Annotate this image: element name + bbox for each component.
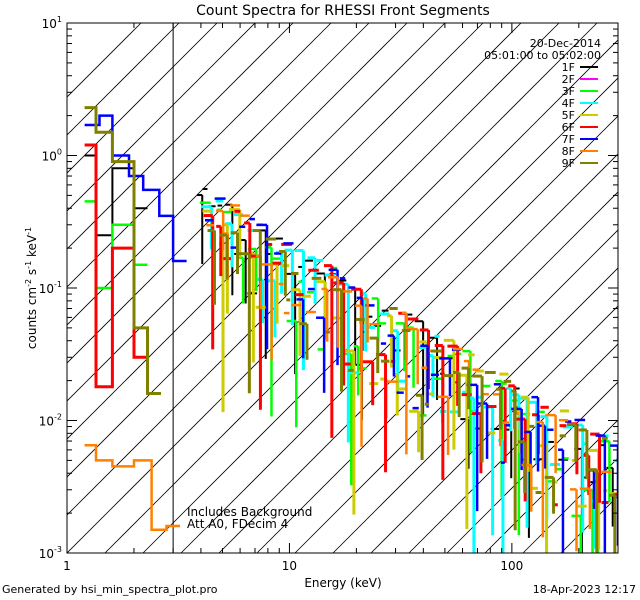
hatch-line bbox=[67, 23, 256, 212]
y-tick-label: 10-1 bbox=[39, 280, 62, 296]
hatch-line bbox=[446, 381, 618, 553]
legend-label: 4F bbox=[562, 97, 575, 110]
date-label: 20-Dec-2014 bbox=[530, 37, 601, 50]
hatch-line bbox=[67, 23, 446, 402]
hatch-line bbox=[67, 23, 484, 440]
legend-label: 8F bbox=[562, 145, 575, 158]
y-tick-label: 101 bbox=[42, 15, 62, 31]
time-range-label: 05:01:00 to 05:02:00 bbox=[484, 49, 601, 62]
series-step-line bbox=[84, 154, 148, 237]
series-step-line bbox=[84, 444, 180, 531]
hatch-line bbox=[67, 23, 560, 516]
annotation-attenuator: Att A0, FDecim 4 bbox=[187, 517, 288, 531]
chart-title: Count Spectra for RHESSI Front Segments bbox=[196, 3, 490, 19]
background-hatch-region bbox=[67, 23, 618, 553]
series-step-line bbox=[84, 143, 148, 389]
hatch-line bbox=[67, 23, 294, 250]
y-tick-label: 100 bbox=[42, 148, 62, 164]
footer-timestamp: 18-Apr-2023 12:17 bbox=[532, 583, 636, 596]
hatch-line bbox=[67, 23, 180, 136]
hatch-line bbox=[180, 115, 618, 553]
legend-label: 3F bbox=[562, 85, 575, 98]
y-tick-label: 10-3 bbox=[39, 545, 62, 561]
hatch-line bbox=[484, 419, 618, 553]
x-tick-label: 10 bbox=[282, 559, 297, 573]
hatch-line bbox=[67, 23, 408, 364]
hatch-line bbox=[218, 153, 618, 553]
x-tick-label: 100 bbox=[500, 559, 523, 573]
x-tick-label: 1 bbox=[63, 559, 71, 573]
series-step-line bbox=[84, 114, 187, 263]
footer-generated-by: Generated by hsi_min_spectra_plot.pro bbox=[2, 583, 218, 596]
hatch-line bbox=[332, 267, 618, 553]
legend-label: 9F bbox=[562, 157, 575, 170]
legend-label: 7F bbox=[562, 133, 575, 146]
hatch-line bbox=[522, 457, 618, 553]
hatch-line bbox=[67, 23, 218, 174]
hatch-line bbox=[142, 77, 618, 553]
hatch-line bbox=[67, 23, 332, 288]
legend-label: 1F bbox=[562, 61, 575, 74]
annotation-background: Includes Background bbox=[187, 505, 312, 519]
y-tick-label: 10-2 bbox=[39, 413, 62, 429]
legend-label: 2F bbox=[562, 73, 575, 86]
hatch-line bbox=[294, 229, 618, 553]
y-axis-label: counts cm-2 s-1 keV-1 bbox=[24, 227, 39, 349]
series-9F bbox=[84, 106, 617, 553]
series-step-line bbox=[84, 200, 148, 290]
legend-label: 5F bbox=[562, 109, 575, 122]
hatch-line bbox=[370, 305, 618, 553]
hatch-line bbox=[104, 39, 618, 553]
series-step-line bbox=[84, 106, 161, 395]
x-axis-label: Energy (keV) bbox=[304, 576, 381, 590]
legend-label: 6F bbox=[562, 121, 575, 134]
hatch-line bbox=[256, 191, 618, 553]
hatch-line bbox=[408, 343, 618, 553]
